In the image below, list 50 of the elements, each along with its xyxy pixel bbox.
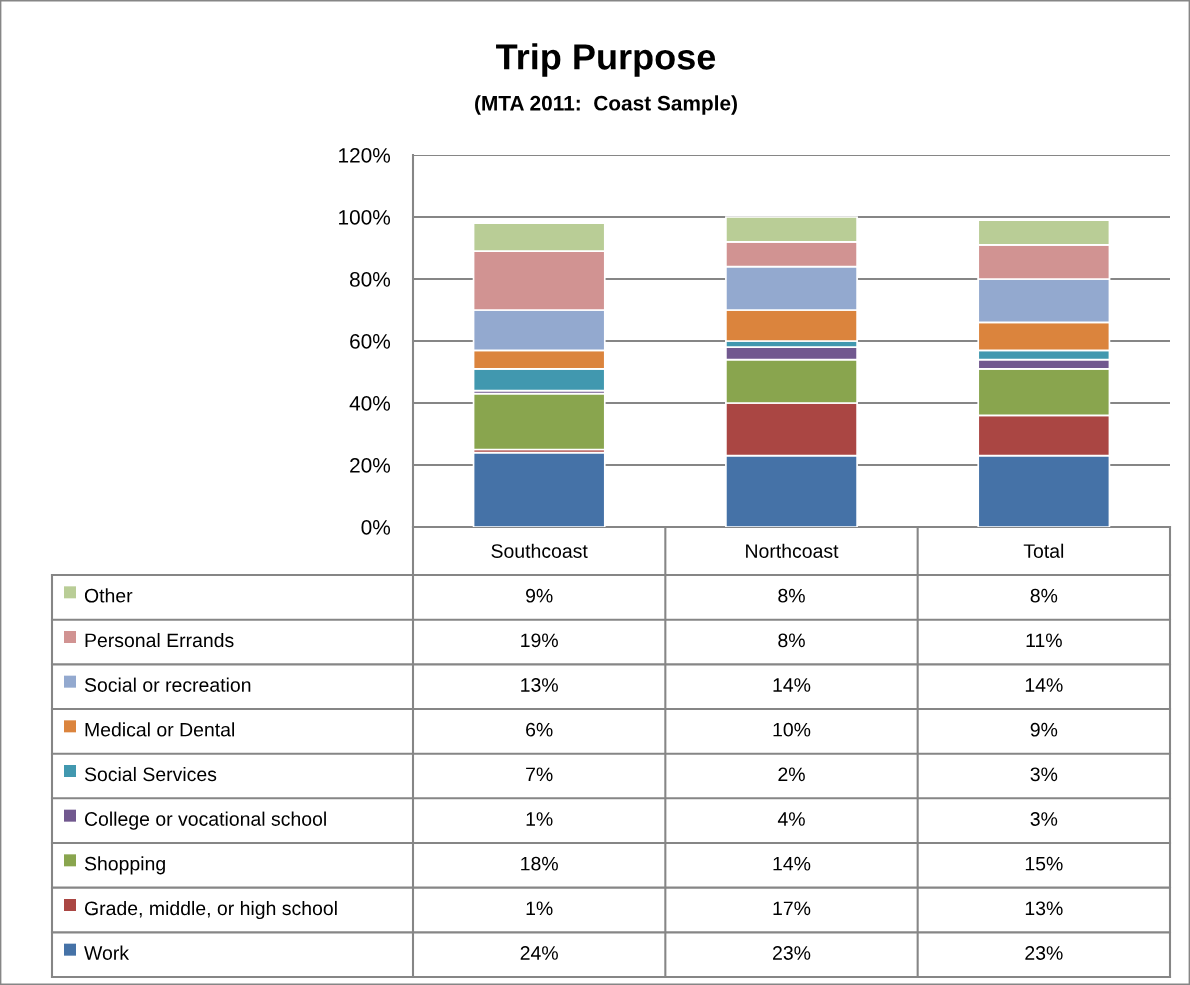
legend-label: Social or recreation xyxy=(84,677,251,692)
legend-label: Social Services xyxy=(84,766,217,782)
y-tick-label: 40% xyxy=(349,396,391,411)
data-label: 13% xyxy=(521,678,558,692)
data-label: 11% xyxy=(1026,633,1062,648)
data-label: 9% xyxy=(526,588,553,603)
y-tick-label: 0% xyxy=(361,520,391,535)
data-label: 3% xyxy=(1030,767,1058,782)
y-tick-label: 60% xyxy=(350,334,391,349)
data-label: 14% xyxy=(773,678,811,692)
legend-label: College or vocational school xyxy=(84,811,326,830)
data-label: 23% xyxy=(1025,946,1063,960)
data-label: 13% xyxy=(1025,901,1063,916)
y-tick-label: 120% xyxy=(339,148,391,163)
legend-label: Shopping xyxy=(84,856,165,875)
data-label: 18% xyxy=(521,856,558,871)
data-label: 1% xyxy=(526,901,553,916)
data-label: 1% xyxy=(526,812,553,826)
data-label: 8% xyxy=(1030,588,1058,603)
legend-label: Work xyxy=(84,945,130,960)
x-tick-label: Southcoast xyxy=(491,543,588,558)
y-tick-label: 100% xyxy=(339,210,391,225)
data-label: 7% xyxy=(526,767,553,782)
data-label: 23% xyxy=(773,946,811,960)
data-label: 14% xyxy=(773,856,811,871)
chart-title: Trip Purpose xyxy=(496,43,716,77)
data-label: 2% xyxy=(778,767,805,782)
data-label: 3% xyxy=(1030,812,1058,826)
data-label: 15% xyxy=(1025,856,1063,871)
bar xyxy=(472,392,606,451)
data-label: 8% xyxy=(778,588,805,603)
data-label: 17% xyxy=(773,901,811,916)
data-label: 10% xyxy=(773,722,811,737)
data-label: 6% xyxy=(526,722,553,737)
data-label: 8% xyxy=(778,633,805,648)
legend-label: Personal Errands xyxy=(85,632,234,648)
x-tick-label: Total xyxy=(1023,543,1064,558)
data-label: 9% xyxy=(1030,722,1058,737)
data-label: 4% xyxy=(777,812,805,826)
x-tick-label: Northcoast xyxy=(746,543,839,558)
legend-label: Grade, middle, or high school xyxy=(84,900,337,920)
data-label: 24% xyxy=(520,946,558,960)
bar xyxy=(472,451,606,527)
chart-subtitle: (MTA 2011: Coast Sample) xyxy=(475,95,737,115)
legend-label: Other xyxy=(84,588,133,603)
data-label: 14% xyxy=(1025,678,1063,692)
data-label: 19% xyxy=(521,633,558,648)
y-tick-label: 20% xyxy=(350,458,391,473)
legend-label: Medical or Dental xyxy=(85,722,234,737)
y-tick-label: 80% xyxy=(349,272,391,287)
